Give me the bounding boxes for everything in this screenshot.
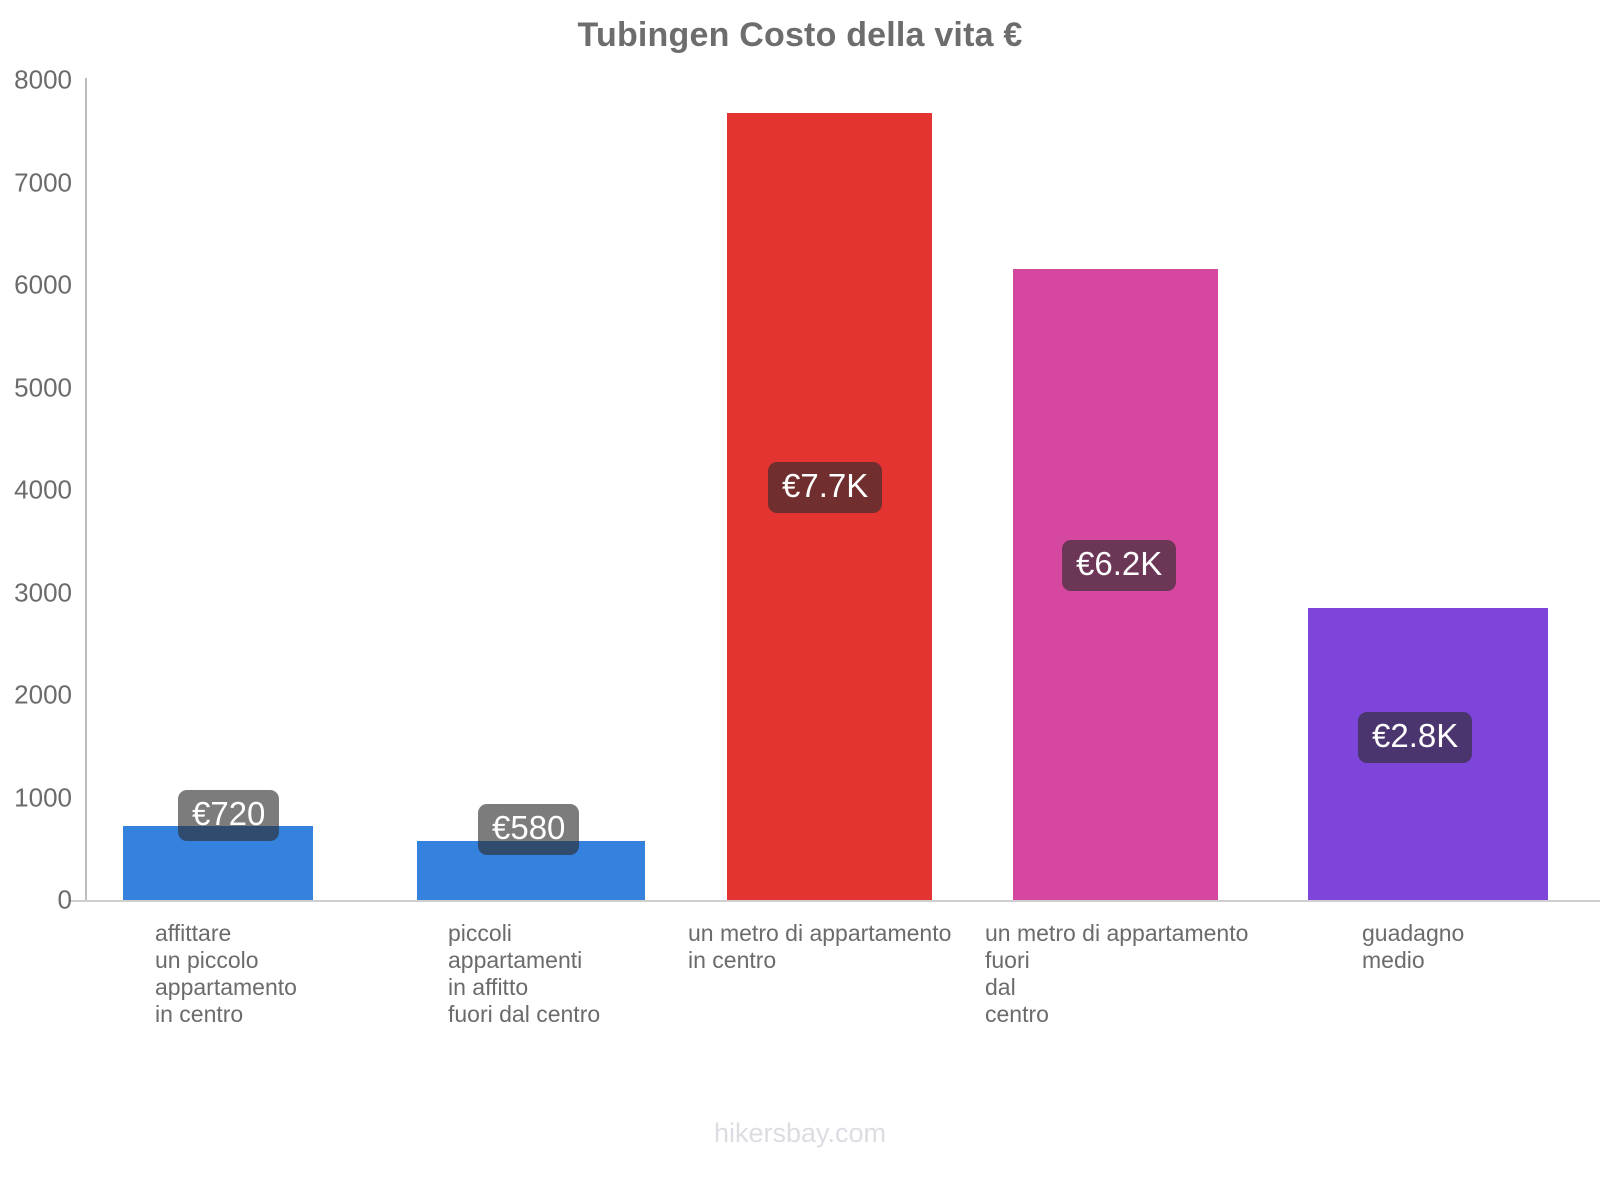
y-axis-tick-label: 4000 xyxy=(14,474,72,505)
y-axis-tick-label: 2000 xyxy=(14,679,72,710)
y-axis-tick-label: 8000 xyxy=(14,64,72,95)
bar-value-label: €2.8K xyxy=(1358,712,1473,763)
y-axis-tick-label: 3000 xyxy=(14,577,72,607)
watermark-label: hikersbay.com xyxy=(713,1118,887,1148)
y-axis-tick-label: 0 xyxy=(57,884,72,915)
x-axis-category-label: un metro di appartamento fuori dal centr… xyxy=(985,920,1249,1027)
page-title: Tubingen Costo della vita € xyxy=(577,16,1023,54)
bar-value-label: €7.7K xyxy=(768,462,883,513)
x-axis-category-label: guadagno medio xyxy=(1362,920,1465,973)
bar-value-label: €720 xyxy=(178,790,280,841)
bar-value-label: €580 xyxy=(478,804,580,855)
bar-value-label: €6.2K xyxy=(1062,540,1177,591)
x-axis-baseline xyxy=(70,900,1600,902)
x-axis-category-label: un metro di appartamento in centro xyxy=(688,920,952,973)
y-axis-tick-label: 5000 xyxy=(14,372,72,402)
x-axis-category-label: piccoli appartamenti in affitto fuori da… xyxy=(448,920,601,1027)
y-axis-tick-label: 7000 xyxy=(14,167,72,197)
y-axis-line xyxy=(85,78,87,901)
x-axis-category-label: affittare un piccolo appartamento in cen… xyxy=(155,920,297,1027)
y-axis-tick-label: 1000 xyxy=(14,782,72,812)
y-axis-tick-label: 6000 xyxy=(14,269,72,300)
